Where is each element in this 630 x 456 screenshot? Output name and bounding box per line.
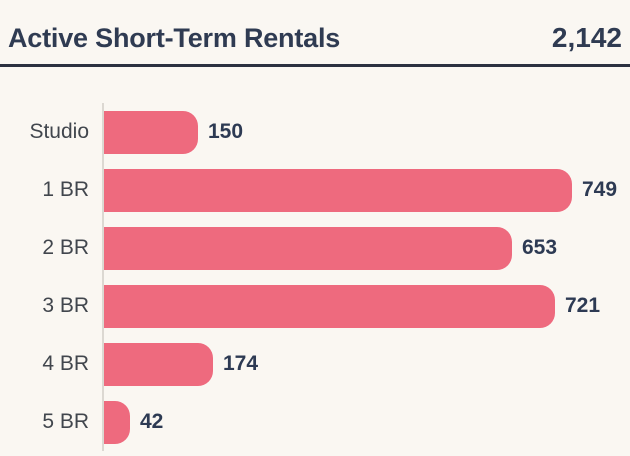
category-label: 2 BR bbox=[42, 236, 89, 259]
chart-row: 1 BR 749 bbox=[0, 161, 630, 219]
bar-track: 42 bbox=[102, 393, 630, 451]
bar[interactable] bbox=[104, 342, 213, 386]
bar-track: 653 bbox=[102, 219, 630, 277]
page-title: Active Short-Term Rentals bbox=[8, 23, 341, 53]
chart-row: Studio 150 bbox=[0, 103, 630, 161]
bar[interactable] bbox=[104, 226, 512, 270]
value-label: 721 bbox=[565, 294, 601, 317]
bar[interactable] bbox=[104, 400, 130, 444]
total-count: 2,142 bbox=[551, 22, 622, 53]
value-label: 653 bbox=[522, 236, 558, 259]
chart-row: 2 BR 653 bbox=[0, 219, 630, 277]
card-header: Active Short-Term Rentals 2,142 bbox=[0, 0, 630, 67]
bar-track: 721 bbox=[102, 277, 630, 335]
bar[interactable] bbox=[104, 110, 198, 154]
bar[interactable] bbox=[104, 284, 555, 328]
bar-track: 749 bbox=[102, 161, 630, 219]
chart-row: 3 BR 721 bbox=[0, 277, 630, 335]
bar-track: 174 bbox=[102, 335, 630, 393]
category-label: 4 BR bbox=[42, 352, 89, 375]
chart-row: 4 BR 174 bbox=[0, 335, 630, 393]
value-label: 42 bbox=[140, 410, 164, 433]
category-label: 1 BR bbox=[42, 178, 89, 201]
value-label: 749 bbox=[582, 178, 618, 201]
value-label: 174 bbox=[223, 352, 259, 375]
category-label: Studio bbox=[29, 120, 89, 143]
bar-track: 150 bbox=[102, 103, 630, 161]
category-label: 5 BR bbox=[42, 410, 89, 433]
value-label: 150 bbox=[208, 120, 244, 143]
chart-row: 5 BR 42 bbox=[0, 393, 630, 451]
bar-chart: Studio 150 1 BR 749 2 BR 653 3 BR 721 4 … bbox=[0, 103, 630, 451]
category-label: 3 BR bbox=[42, 294, 89, 317]
bar[interactable] bbox=[104, 168, 572, 212]
